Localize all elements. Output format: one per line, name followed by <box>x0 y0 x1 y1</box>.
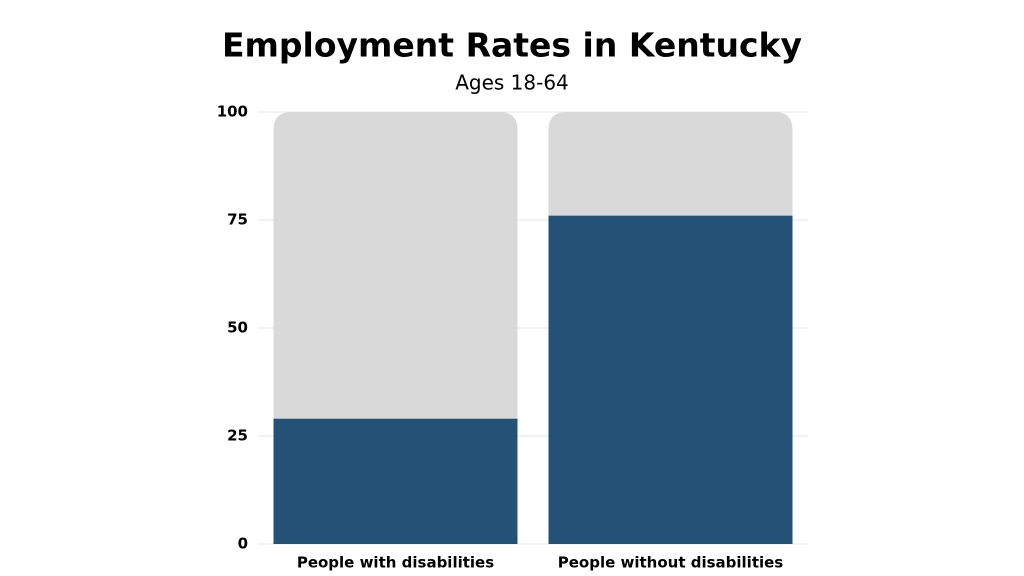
y-tick-label: 0 <box>238 535 248 553</box>
bar <box>273 418 518 544</box>
chart-subtitle: Ages 18-64 <box>455 71 569 95</box>
y-tick-label: 50 <box>227 319 248 337</box>
y-tick-label: 25 <box>227 427 248 445</box>
bar <box>548 215 793 544</box>
x-tick-label: People with disabilities <box>297 554 494 572</box>
y-tick-label: 75 <box>227 211 248 229</box>
y-tick-label: 100 <box>217 103 248 121</box>
chart-title: Employment Rates in Kentucky <box>222 26 802 65</box>
x-tick-label: People without disabilities <box>558 554 784 572</box>
